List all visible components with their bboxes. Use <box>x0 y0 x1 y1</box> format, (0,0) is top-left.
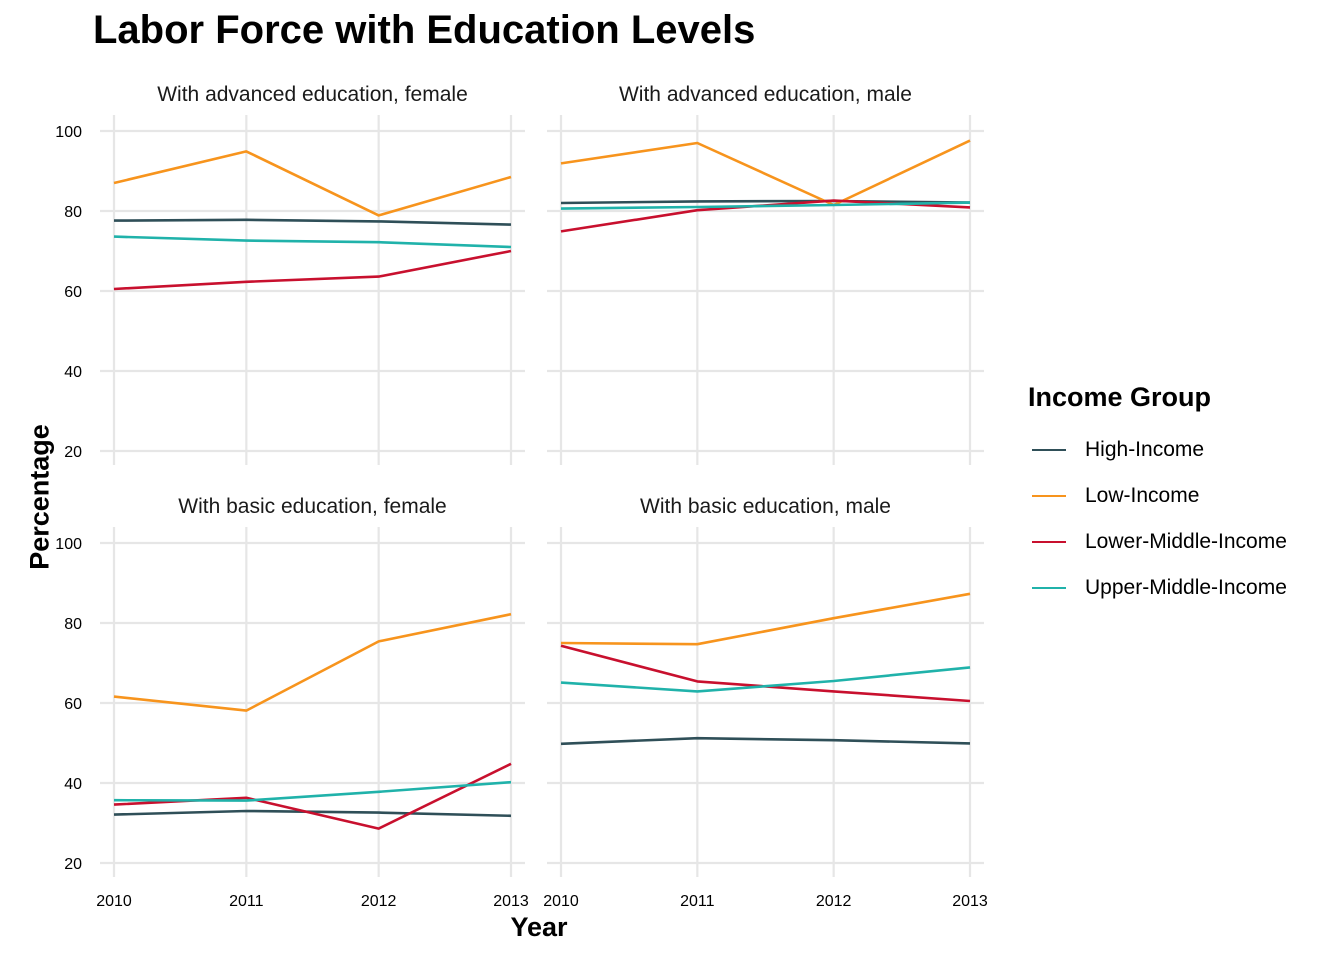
facet-title: With basic education, male <box>640 495 891 518</box>
y-tick-label: 20 <box>64 856 82 873</box>
series-line-low-income <box>560 139 971 207</box>
y-tick-label: 80 <box>64 616 82 633</box>
y-tick-label: 100 <box>55 124 82 141</box>
series-line-upper-middle-income <box>560 666 971 693</box>
series-line-upper-middle-income <box>113 235 512 249</box>
x-tick-label: 2011 <box>229 893 264 910</box>
series-line-upper-middle-income <box>113 780 512 802</box>
series-line-high-income <box>113 218 512 226</box>
legend-label-high-income: High-Income <box>1085 438 1205 461</box>
y-tick-label: 20 <box>64 444 82 461</box>
series-line-high-income <box>113 809 512 818</box>
legend-label-upper-middle-income: Upper-Middle-Income <box>1085 576 1287 599</box>
x-tick-label: 2011 <box>680 893 715 910</box>
facet-title: With advanced education, female <box>157 83 468 106</box>
x-tick-label: 2010 <box>96 893 132 910</box>
legend-item-low-income: Low-Income <box>1028 473 1287 519</box>
legend-title: Income Group <box>1028 382 1212 412</box>
series-line-lower-middle-income <box>113 249 512 291</box>
legend-label-lower-middle-income: Lower-Middle-Income <box>1085 530 1287 553</box>
y-tick-label: 40 <box>64 364 82 381</box>
legend-key-lower-middle-income <box>1032 540 1066 544</box>
legend-item-high-income: High-Income <box>1028 427 1287 473</box>
facet-title: With advanced education, male <box>619 83 912 106</box>
y-tick-label: 100 <box>55 536 82 553</box>
x-tick-label: 2012 <box>816 893 852 910</box>
x-tick-label: 2010 <box>543 893 579 910</box>
legend-key-upper-middle-income <box>1032 586 1066 590</box>
chart-title: Labor Force with Education Levels <box>93 8 756 52</box>
legend-item-lower-middle-income: Lower-Middle-Income <box>1028 519 1287 565</box>
series-line-high-income <box>560 736 971 746</box>
legend-key-low-income <box>1032 494 1066 498</box>
y-tick-label: 60 <box>64 284 82 301</box>
series-line-high-income <box>560 199 971 205</box>
series-line-low-income <box>113 612 512 712</box>
y-tick-label: 60 <box>64 696 82 713</box>
series-line-upper-middle-income <box>560 201 971 210</box>
y-tick-label: 40 <box>64 776 82 793</box>
series-line-low-income <box>560 592 971 646</box>
legend-key-high-income <box>1032 448 1066 452</box>
x-tick-label: 2012 <box>361 893 397 910</box>
legend-label-low-income: Low-Income <box>1085 484 1200 507</box>
facet-title: With basic education, female <box>178 495 446 518</box>
x-tick-label: 2013 <box>493 893 529 910</box>
x-tick-label: 2013 <box>952 893 988 910</box>
x-axis-label: Year <box>510 912 568 942</box>
y-tick-label: 80 <box>64 204 82 221</box>
series-line-low-income <box>113 150 512 217</box>
legend: Income Group High-Income Low-Income Lowe… <box>1028 382 1287 611</box>
legend-item-upper-middle-income: Upper-Middle-Income <box>1028 565 1287 611</box>
